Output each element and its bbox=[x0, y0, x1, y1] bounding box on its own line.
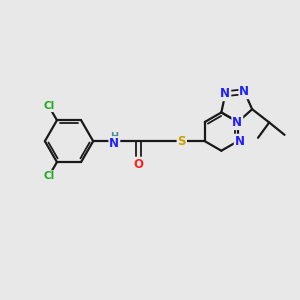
Text: S: S bbox=[178, 135, 186, 148]
Text: Cl: Cl bbox=[43, 101, 55, 111]
Text: N: N bbox=[110, 137, 119, 150]
Text: N: N bbox=[235, 135, 245, 148]
Text: N: N bbox=[239, 85, 249, 98]
Text: N: N bbox=[232, 116, 242, 129]
Text: O: O bbox=[134, 158, 143, 171]
Text: N: N bbox=[220, 87, 230, 100]
Text: Cl: Cl bbox=[43, 171, 55, 181]
Text: H: H bbox=[110, 132, 118, 142]
